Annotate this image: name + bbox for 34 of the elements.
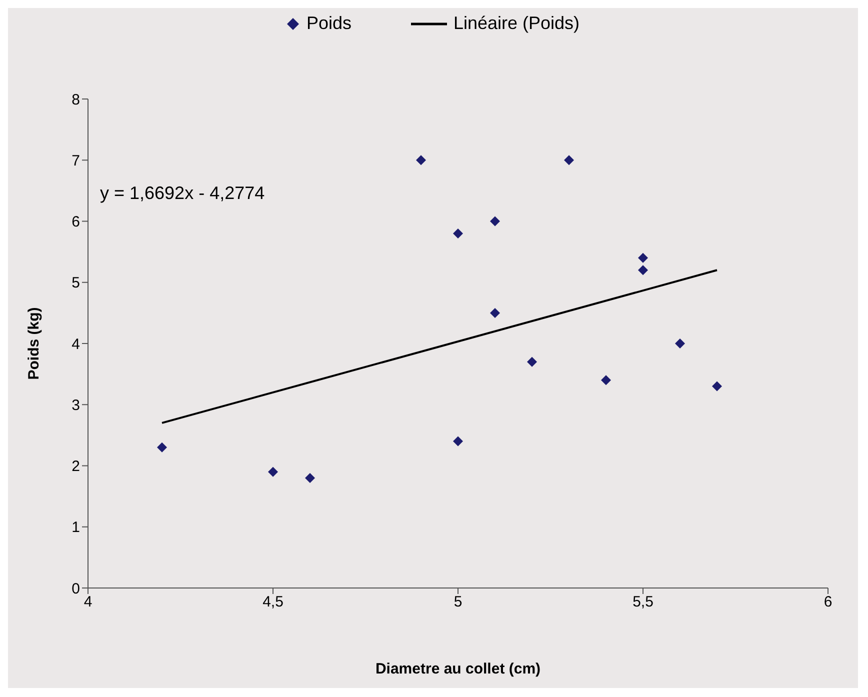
y-tick-label: 2 — [72, 458, 80, 476]
point — [638, 265, 648, 276]
x-tick-label: 6 — [824, 594, 832, 611]
y-tick-label: 7 — [72, 152, 80, 170]
y-tick-label: 1 — [72, 519, 80, 536]
y-tick-label: 8 — [72, 91, 80, 108]
annotation: y = 1,6692x - 4,2774 — [100, 183, 265, 204]
legend-label: Linéaire (Poids) — [452, 13, 580, 34]
point — [675, 338, 685, 348]
y-tick-label: 3 — [72, 396, 80, 414]
x-tick-label: 5,5 — [632, 594, 654, 611]
point — [638, 252, 648, 263]
point — [490, 308, 500, 318]
point — [601, 375, 611, 386]
point — [712, 381, 722, 392]
point — [527, 356, 537, 367]
point — [453, 436, 463, 446]
point — [490, 216, 500, 226]
x-tick-label: 4,5 — [262, 594, 284, 611]
point — [416, 155, 426, 166]
legend-label: Poids — [305, 13, 352, 34]
point — [564, 155, 574, 166]
y-axis-title: Poids (kg) — [25, 307, 42, 380]
x-tick-label: 4 — [84, 594, 92, 611]
point — [157, 442, 167, 452]
y-tick-label: 6 — [72, 214, 80, 231]
y-tick-label: 4 — [72, 336, 80, 353]
point — [268, 466, 278, 477]
y-tick-label: 0 — [72, 580, 80, 598]
point — [453, 228, 463, 238]
x-tick-label: 5 — [454, 594, 462, 611]
y-tick-label: 5 — [72, 274, 80, 292]
x-axis-title: Diametre au collet (cm) — [375, 660, 541, 678]
point — [305, 472, 315, 483]
